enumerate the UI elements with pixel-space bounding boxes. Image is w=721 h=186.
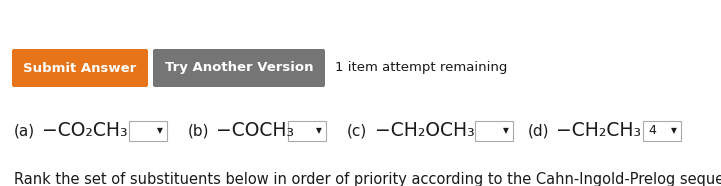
Text: ▼: ▼: [671, 126, 677, 135]
Bar: [288, 121, 326, 141]
Text: 4: 4: [648, 124, 656, 137]
Text: Rank the set of substituents below in order of priority according to the Cahn-In: Rank the set of substituents below in or…: [14, 172, 721, 186]
Text: (b): (b): [188, 124, 210, 139]
Text: −CH₂CH₃: −CH₂CH₃: [556, 121, 641, 140]
Text: ▼: ▼: [503, 126, 509, 135]
Text: 1 item attempt remaining: 1 item attempt remaining: [335, 62, 508, 75]
Text: Submit Answer: Submit Answer: [23, 62, 136, 75]
Bar: [129, 121, 167, 141]
FancyBboxPatch shape: [153, 49, 325, 87]
Bar: [643, 121, 681, 141]
Text: ▼: ▼: [316, 126, 322, 135]
Text: ▼: ▼: [157, 126, 163, 135]
Text: (a): (a): [14, 124, 35, 139]
Text: −COCH₃: −COCH₃: [216, 121, 294, 140]
Text: (c): (c): [347, 124, 367, 139]
Text: −CO₂CH₃: −CO₂CH₃: [42, 121, 128, 140]
Text: (d): (d): [528, 124, 549, 139]
Text: −CH₂OCH₃: −CH₂OCH₃: [375, 121, 474, 140]
Bar: [475, 121, 513, 141]
FancyBboxPatch shape: [12, 49, 148, 87]
Text: Try Another Version: Try Another Version: [165, 62, 313, 75]
